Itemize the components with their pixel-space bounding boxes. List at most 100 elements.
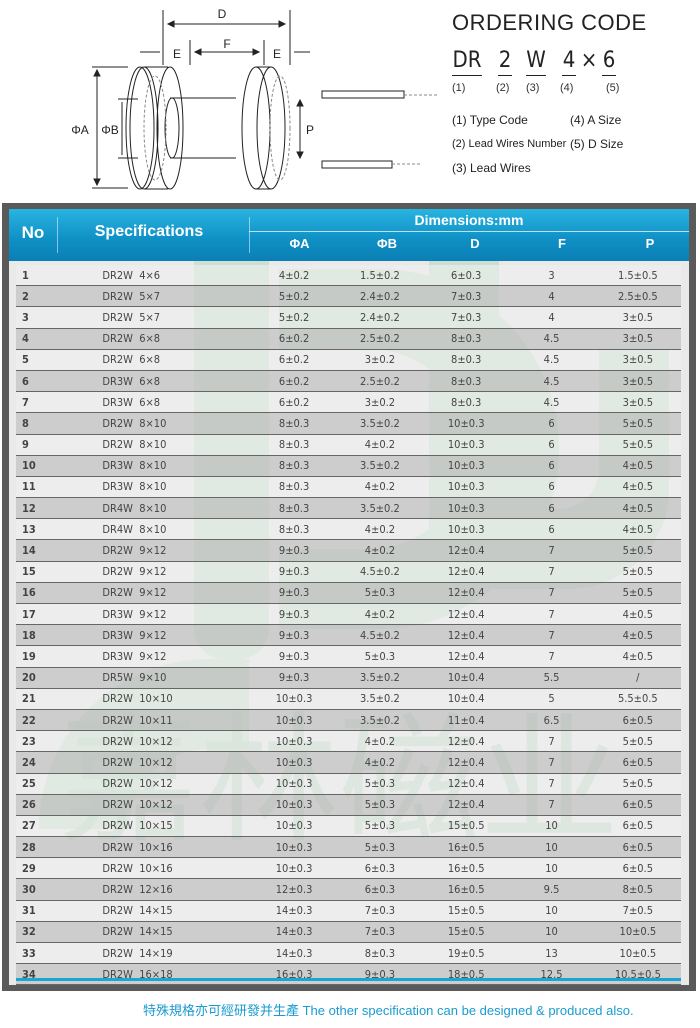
table-row: 6 DR3W 6×8 6±0.2 2.5±0.2 8±0.3 4.5 3±0.5 bbox=[16, 370, 681, 393]
cell-phi-b: 7±0.3 bbox=[364, 925, 396, 939]
cell-phi-b: 5±0.3 bbox=[364, 840, 396, 854]
cell-p: 4±0.5 bbox=[622, 501, 653, 515]
cell-spec: DR2W 4×6 bbox=[102, 268, 161, 282]
cell-no: 5 bbox=[22, 353, 29, 367]
code-part: DR bbox=[452, 48, 482, 76]
label-e-right: E bbox=[273, 47, 281, 61]
cell-p: 3±0.5 bbox=[622, 332, 653, 346]
cell-f: 7 bbox=[548, 607, 555, 621]
cell-d: 7±0.3 bbox=[451, 310, 482, 324]
table-row: 26 DR2W 10×12 10±0.3 5±0.3 12±0.4 7 6±0.5 bbox=[16, 794, 681, 816]
cell-phi-a: 14±0.3 bbox=[275, 925, 313, 939]
cell-p: 4±0.5 bbox=[622, 522, 653, 536]
cell-no: 11 bbox=[22, 480, 36, 494]
code-index: (4) bbox=[560, 82, 574, 94]
cell-phi-a: 5±0.2 bbox=[278, 289, 310, 303]
cell-phi-a: 6±0.2 bbox=[278, 395, 310, 409]
cell-spec: DR2W 10×12 bbox=[102, 755, 173, 769]
table-row: 28 DR2W 10×16 10±0.3 5±0.3 16±0.5 10 6±0.5 bbox=[16, 837, 681, 859]
cell-phi-a: 9±0.3 bbox=[278, 586, 310, 600]
cell-spec: DR2W 6×8 bbox=[102, 332, 161, 346]
cell-phi-b: 4.5±0.2 bbox=[360, 628, 400, 642]
cell-f: 13 bbox=[545, 946, 558, 960]
cell-p: 4±0.5 bbox=[622, 607, 653, 621]
cell-f: 10 bbox=[545, 840, 558, 854]
cell-phi-b: 4±0.2 bbox=[364, 607, 396, 621]
table-row: 17 DR3W 9×12 9±0.3 4±0.2 12±0.4 7 4±0.5 bbox=[16, 604, 681, 626]
cell-d: 15±0.5 bbox=[447, 925, 485, 939]
ordering-code-legend: (1) Type Code (4) A Size (2) Lead Wires … bbox=[452, 108, 692, 180]
cell-phi-a: 10±0.3 bbox=[275, 798, 313, 812]
cell-phi-b: 2.5±0.2 bbox=[360, 374, 400, 388]
cell-phi-b: 5±0.3 bbox=[364, 819, 396, 833]
cell-phi-b: 4±0.2 bbox=[364, 734, 396, 748]
cell-phi-b: 4±0.2 bbox=[364, 522, 396, 536]
cell-d: 12±0.4 bbox=[447, 565, 485, 579]
cell-no: 21 bbox=[22, 692, 36, 706]
cell-phi-b: 5±0.3 bbox=[364, 586, 396, 600]
cell-p: 5±0.5 bbox=[622, 777, 653, 791]
cell-no: 20 bbox=[22, 671, 36, 685]
header-dimensions: Dimensions:mm bbox=[414, 212, 524, 228]
header-phi-a: ΦA bbox=[289, 236, 310, 251]
table-row: 3 DR2W 5×7 5±0.2 2.4±0.2 7±0.3 4 3±0.5 bbox=[16, 307, 681, 329]
cell-phi-a: 10±0.3 bbox=[275, 861, 313, 875]
cell-no: 1 bbox=[22, 268, 29, 282]
cell-f: 7 bbox=[548, 777, 555, 791]
cell-f: 12.5 bbox=[540, 967, 563, 981]
cell-p: 4±0.5 bbox=[622, 459, 653, 473]
cell-f: 7 bbox=[548, 798, 555, 812]
cell-d: 12±0.4 bbox=[447, 544, 485, 558]
cell-spec: DR2W 10×12 bbox=[102, 798, 173, 812]
cell-spec: DR2W 5×7 bbox=[102, 289, 161, 303]
cell-spec: DR2W 8×10 bbox=[102, 438, 167, 452]
cell-spec: DR2W 6×8 bbox=[102, 353, 161, 367]
cell-spec: DR2W 12×16 bbox=[102, 883, 173, 897]
cell-phi-a: 8±0.3 bbox=[278, 501, 310, 515]
cell-p: 7±0.5 bbox=[622, 904, 653, 918]
cell-no: 8 bbox=[22, 416, 29, 430]
cell-spec: DR3W 6×8 bbox=[102, 395, 161, 409]
cell-phi-a: 8±0.3 bbox=[278, 522, 310, 536]
table-row: 34 DR2W 16×18 16±0.3 9±0.3 18±0.5 12.5 10.5±0.… bbox=[16, 964, 681, 986]
cell-phi-b: 3.5±0.2 bbox=[360, 501, 400, 515]
cell-phi-a: 14±0.3 bbox=[275, 946, 313, 960]
cell-no: 3 bbox=[22, 310, 29, 324]
code-part: 6 bbox=[602, 48, 616, 76]
table-row: 18 DR3W 9×12 9±0.3 4.5±0.2 12±0.4 7 4±0.5 bbox=[16, 625, 681, 647]
cell-d: 6±0.3 bbox=[451, 268, 482, 282]
cell-f: 4 bbox=[548, 310, 555, 324]
cell-f: 7 bbox=[548, 586, 555, 600]
header-phi-b: ΦB bbox=[376, 236, 398, 251]
cell-spec: DR3W 6×8 bbox=[102, 374, 161, 388]
cell-phi-b: 1.5±0.2 bbox=[360, 268, 400, 282]
table-row: 24 DR2W 10×12 10±0.3 4±0.2 12±0.4 7 6±0.5 bbox=[16, 752, 681, 774]
cell-d: 15±0.5 bbox=[447, 819, 485, 833]
cell-d: 12±0.4 bbox=[447, 777, 485, 791]
cell-d: 12±0.4 bbox=[447, 628, 485, 642]
legend-item: (2) Lead Wires Number bbox=[452, 138, 567, 150]
cell-phi-a: 9±0.3 bbox=[278, 565, 310, 579]
cell-spec: DR2W 9×12 bbox=[102, 544, 167, 558]
cell-d: 19±0.5 bbox=[447, 946, 485, 960]
cell-phi-a: 4±0.2 bbox=[278, 268, 310, 282]
dimension-diagram: D E F E ΦA ΦB P bbox=[71, 7, 438, 190]
cell-p: 6±0.5 bbox=[622, 713, 653, 727]
cell-phi-a: 10±0.3 bbox=[275, 840, 313, 854]
cell-phi-b: 8±0.3 bbox=[364, 946, 396, 960]
table-row: 14 DR2W 9×12 9±0.3 4±0.2 12±0.4 7 5±0.5 bbox=[16, 540, 681, 562]
cell-phi-b: 9±0.3 bbox=[364, 967, 396, 981]
cell-f: 4.5 bbox=[543, 332, 560, 346]
table-bottom-rule bbox=[16, 978, 681, 981]
cell-d: 12±0.4 bbox=[447, 755, 485, 769]
cell-no: 10 bbox=[22, 459, 36, 473]
footer-note: 特殊規格亦可經研發并生產 The other specification can… bbox=[143, 1003, 634, 1018]
cell-no: 16 bbox=[22, 586, 36, 600]
cell-spec: DR2W 9×12 bbox=[102, 565, 167, 579]
cell-d: 7±0.3 bbox=[451, 289, 482, 303]
cell-no: 33 bbox=[22, 946, 36, 960]
cell-phi-a: 8±0.3 bbox=[278, 438, 310, 452]
cell-f: 5.5 bbox=[543, 671, 560, 685]
cell-phi-a: 9±0.3 bbox=[278, 649, 310, 663]
cell-phi-b: 4±0.2 bbox=[364, 438, 396, 452]
